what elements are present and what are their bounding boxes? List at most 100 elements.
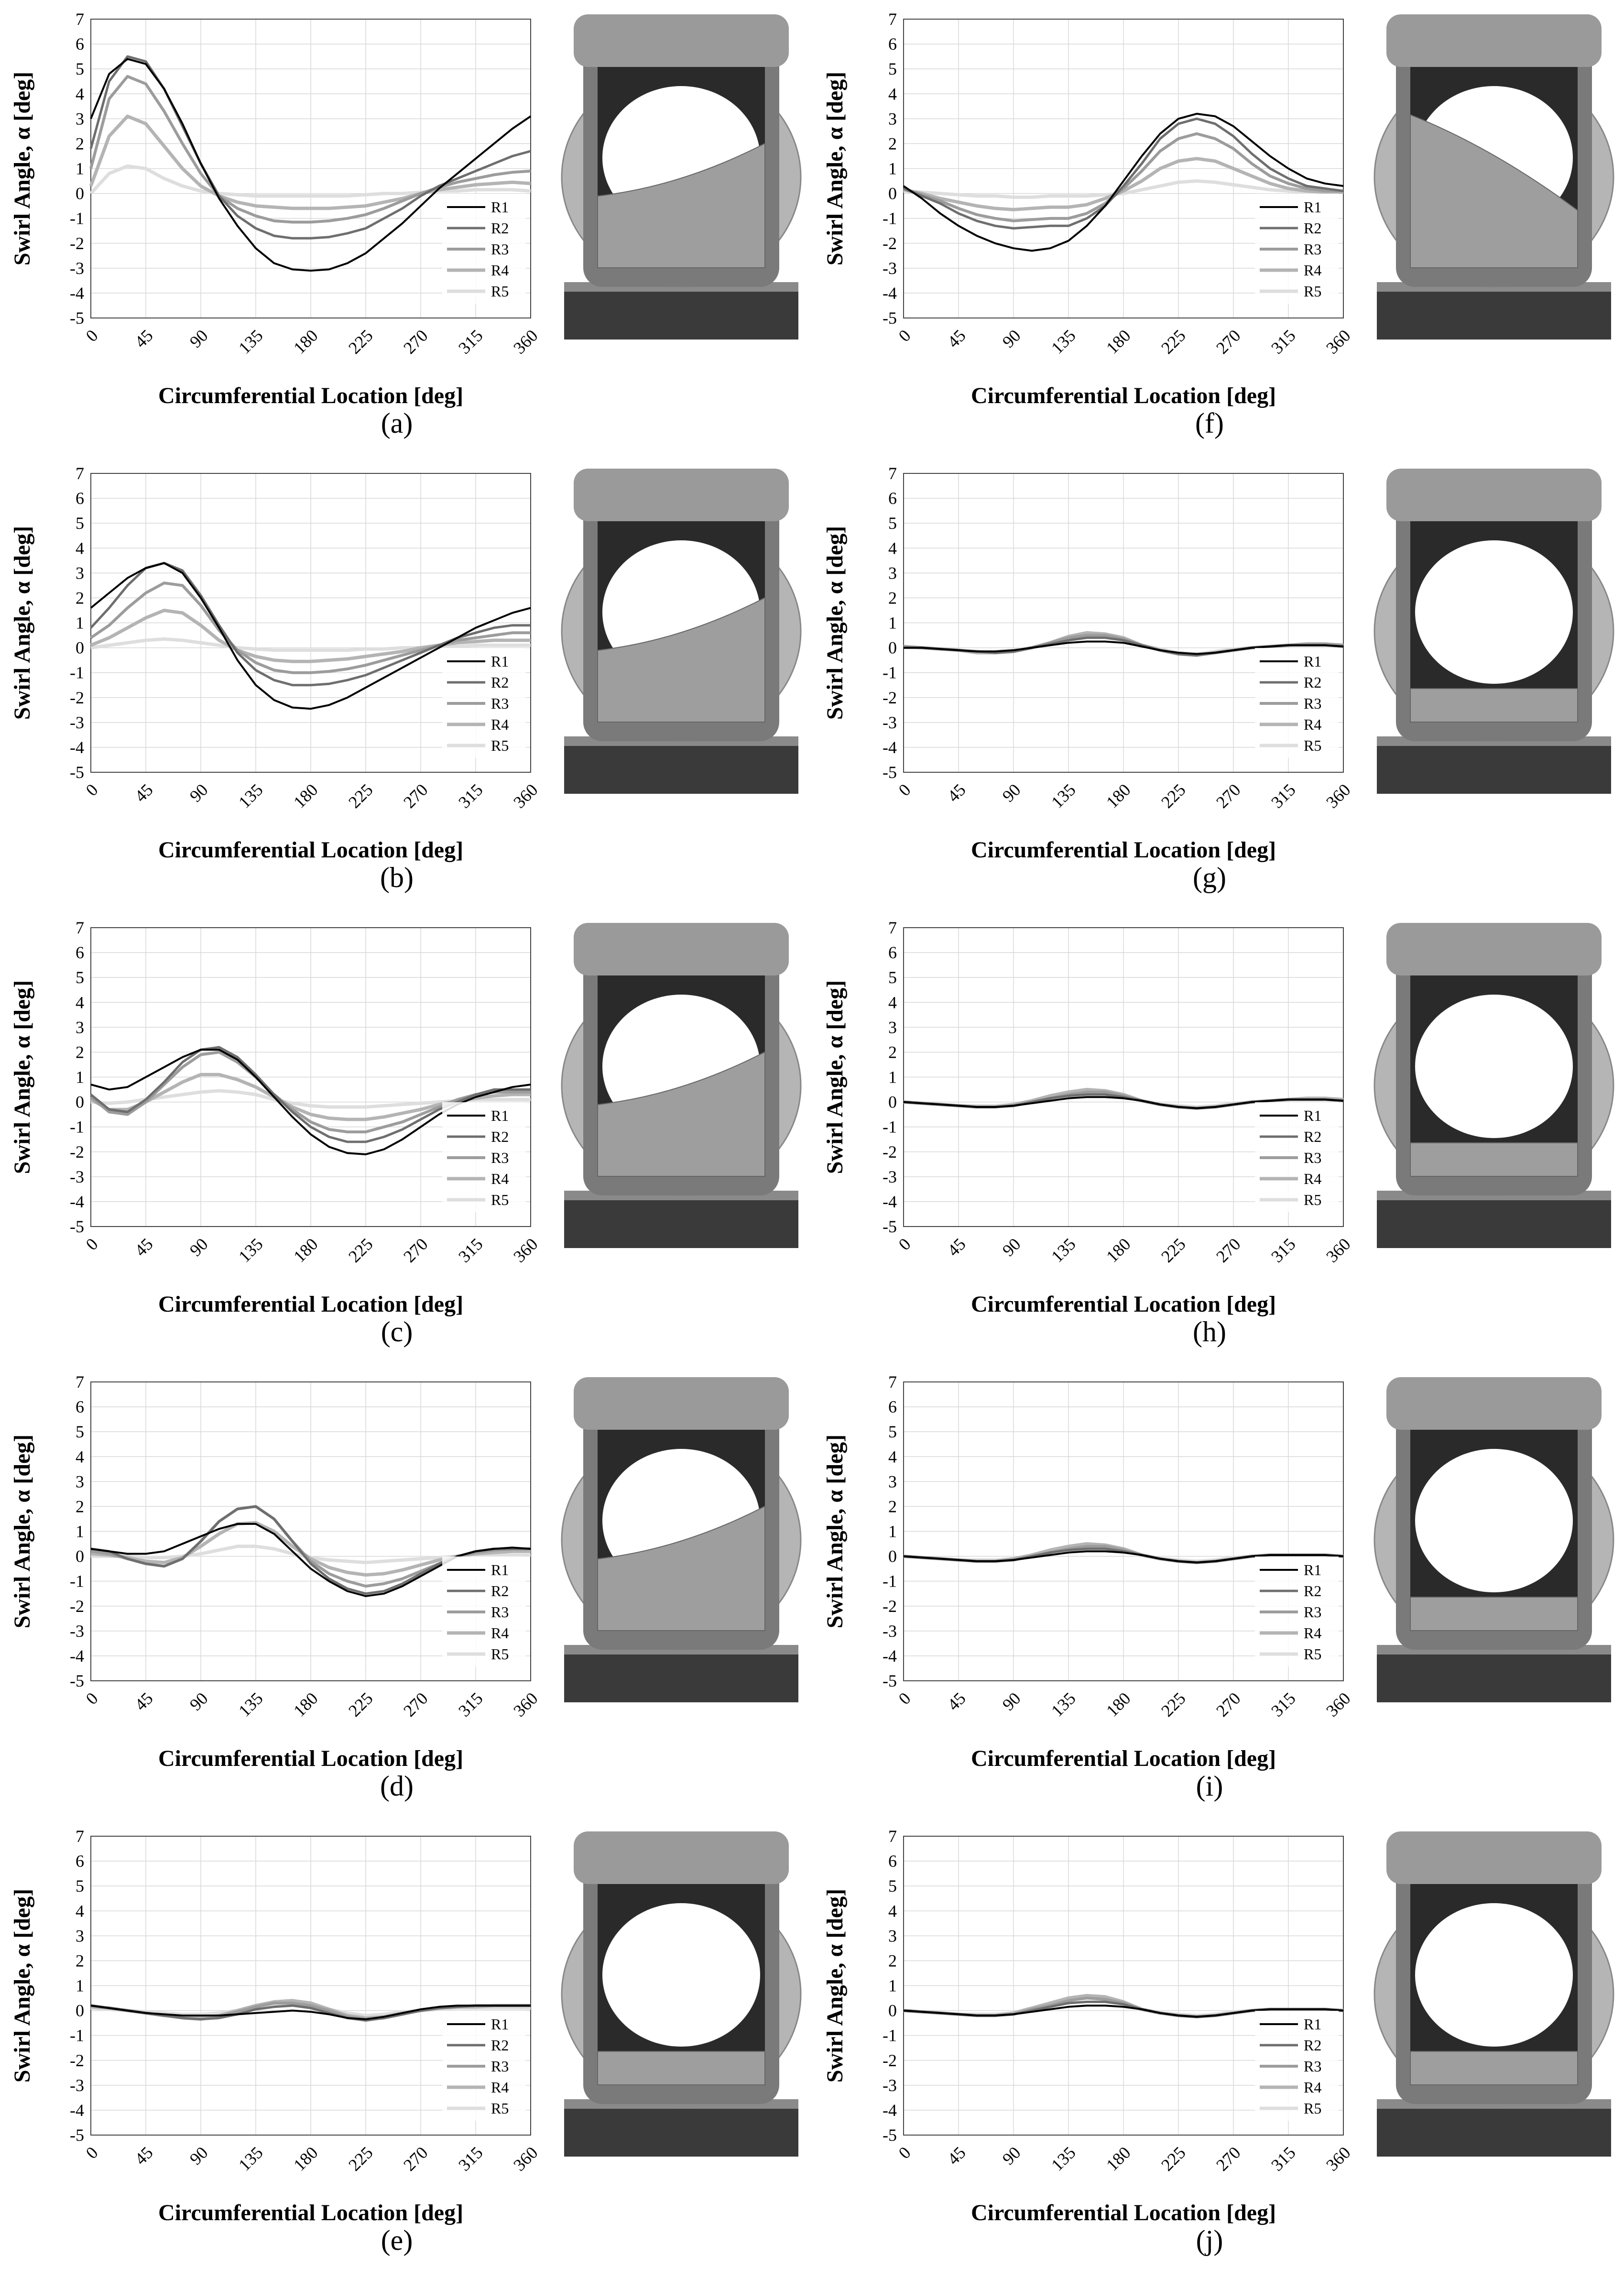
y-tick-label: -4 [70, 2101, 84, 2120]
plot-frame [90, 1836, 531, 2136]
legend-label-R4: R4 [1304, 716, 1321, 733]
legend-label-R3: R3 [491, 695, 509, 712]
y-tick-label: 3 [888, 109, 897, 128]
legend-label-R5: R5 [491, 1645, 509, 1663]
legend-label-R5: R5 [491, 1191, 509, 1208]
y-tick-label: 0 [76, 1093, 84, 1112]
x-tick-label: 45 [944, 2143, 970, 2169]
x-tick-label: 45 [131, 326, 157, 351]
y-axis-title: Swirl Angle, α [deg] [822, 980, 848, 1174]
y-tick-label: -1 [883, 663, 897, 682]
y-tick-label: 6 [888, 1852, 897, 1871]
wear-surface [597, 2051, 765, 2085]
x-tick-label: 315 [455, 326, 486, 357]
y-tick-label: -5 [883, 308, 897, 328]
y-tick-label: 2 [888, 588, 897, 607]
x-tick-label: 135 [235, 2143, 266, 2174]
legend-label-R1: R1 [1304, 1107, 1321, 1124]
plot-frame [90, 927, 531, 1227]
y-tick-label: -4 [883, 1192, 897, 1211]
x-tick-label: 135 [1047, 1688, 1079, 1720]
y-tick-label: 3 [888, 1472, 897, 1491]
tire-top-band [574, 1377, 789, 1430]
y-tick-label: 1 [888, 614, 897, 633]
legend-label-R3: R3 [491, 1603, 509, 1621]
legend-label-R1: R1 [491, 198, 509, 216]
x-tick-label: 45 [131, 780, 157, 806]
x-tick-label: 270 [1212, 1688, 1244, 1720]
cavity-highlight [602, 1903, 760, 2047]
y-tick-label: 0 [888, 638, 897, 657]
y-tick-label: 3 [76, 1018, 84, 1037]
x-tick-label: 315 [1267, 1688, 1299, 1720]
y-tick-label: -1 [70, 663, 84, 682]
plot-frame [90, 473, 531, 773]
ground-block [1377, 1200, 1611, 1248]
tire-illustration-1 [561, 469, 802, 794]
x-tick-label: 45 [944, 1234, 970, 1260]
x-tick-label: 135 [1047, 780, 1079, 811]
y-tick-label: -5 [70, 308, 84, 328]
y-tick-label: -5 [70, 1671, 84, 1690]
series-line-R5 [89, 164, 531, 198]
y-tick-label: -4 [883, 284, 897, 303]
y-tick-label: 5 [76, 514, 84, 533]
y-tick-label: -1 [70, 2026, 84, 2045]
x-tick-label: 90 [186, 326, 212, 351]
series-line-R3 [903, 132, 1343, 222]
x-tick-label: 0 [895, 1234, 915, 1254]
x-tick-label: 315 [455, 2143, 486, 2174]
panel-label: (b) [380, 862, 414, 893]
x-tick-label: 315 [1267, 1234, 1299, 1266]
y-tick-label: 4 [888, 84, 897, 103]
y-tick-label: 1 [888, 159, 897, 178]
y-tick-label: -2 [70, 2051, 84, 2070]
x-tick-label: 90 [999, 1234, 1025, 1260]
y-tick-label: -5 [70, 2126, 84, 2145]
legend-label-R3: R3 [1304, 695, 1321, 712]
x-tick-label: 0 [82, 780, 102, 800]
tire-top-band [574, 1831, 789, 1884]
x-tick-label: 90 [999, 2143, 1025, 2169]
y-tick-label: -4 [70, 738, 84, 757]
tire-illustration-7 [1373, 923, 1614, 1248]
legend-label-R3: R3 [491, 241, 509, 258]
x-tick-label: 135 [235, 780, 266, 811]
tire-illustration-6 [1373, 469, 1614, 794]
x-tick-label: 135 [1047, 326, 1079, 357]
y-tick-label: 4 [76, 84, 84, 103]
x-axis-title: Circumferential Location [deg] [158, 383, 463, 408]
x-tick-label: 360 [1322, 326, 1354, 357]
x-tick-label: 360 [510, 780, 541, 811]
y-tick-label: -3 [70, 1167, 84, 1186]
series-line-R5 [90, 637, 531, 652]
ground-block [1377, 2109, 1611, 2157]
x-tick-label: 135 [235, 1688, 266, 1720]
series-line-R4 [903, 157, 1343, 211]
y-tick-label: 5 [76, 1876, 84, 1896]
x-tick-label: 180 [1102, 2143, 1134, 2174]
series-line-R4 [89, 114, 531, 210]
x-tick-label: 0 [82, 1234, 102, 1254]
x-tick-label: 315 [1267, 326, 1299, 357]
y-tick-label: 2 [76, 1497, 84, 1516]
x-tick-label: 270 [400, 2143, 431, 2174]
wear-surface [597, 597, 765, 723]
legend-label-R3: R3 [1304, 1603, 1321, 1621]
y-tick-label: 4 [888, 1447, 897, 1466]
ground-block [564, 1654, 798, 1702]
x-tick-label: 315 [455, 780, 486, 811]
x-tick-label: 135 [1047, 1234, 1079, 1266]
y-tick-label: -1 [70, 1118, 84, 1137]
y-tick-label: 6 [888, 489, 897, 508]
x-axis-title: Circumferential Location [deg] [158, 1292, 463, 1317]
y-tick-label: -4 [883, 2101, 897, 2120]
x-tick-label: 45 [131, 1234, 157, 1260]
series-line-R1 [903, 1550, 1344, 1564]
x-tick-label: 0 [82, 2143, 102, 2162]
